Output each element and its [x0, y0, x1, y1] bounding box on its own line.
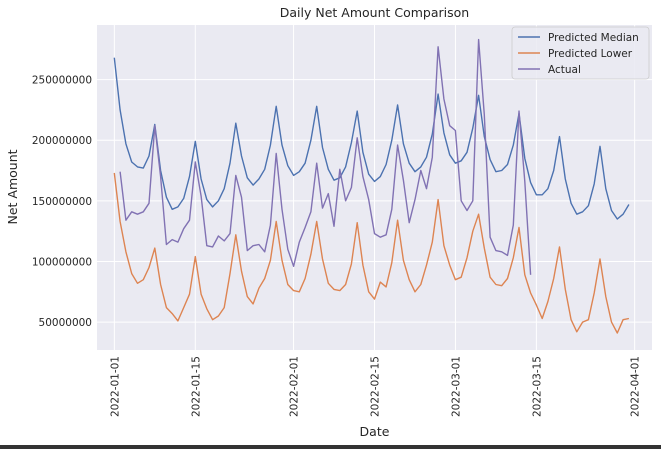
- y-axis-label: Net Amount: [5, 149, 20, 224]
- x-axis-label: Date: [360, 424, 390, 439]
- x-tick-label: 2022-04-01: [630, 356, 642, 417]
- series-line: [113, 57, 630, 220]
- y-tick-label: 150000000: [32, 196, 92, 208]
- chart-title: Daily Net Amount Comparison: [280, 5, 469, 20]
- window-bottom-border: [0, 445, 661, 449]
- series-line: [119, 38, 532, 275]
- y-tick-label: 50000000: [39, 317, 92, 329]
- legend: Predicted Median Predicted Lower Actual: [511, 26, 650, 80]
- x-tick-label: 2022-03-01: [450, 356, 462, 417]
- y-tick-label: 100000000: [32, 256, 92, 268]
- x-tick-label: 2022-02-01: [289, 356, 301, 417]
- series-line: [113, 172, 630, 334]
- series-lines: [113, 38, 630, 334]
- x-tick-label: 2022-03-15: [531, 356, 543, 417]
- legend-label: Predicted Median: [548, 32, 639, 44]
- x-tick-label: 2022-02-15: [370, 356, 382, 417]
- axis-tick-labels: 50000000 100000000 150000000 200000000 25000…: [32, 75, 642, 417]
- legend-label: Predicted Lower: [548, 48, 633, 60]
- legend-box: [511, 26, 650, 80]
- legend-label: Actual: [548, 64, 581, 76]
- x-tick-label: 2022-01-15: [190, 356, 202, 417]
- gridlines: [97, 25, 652, 350]
- y-tick-label: 200000000: [32, 135, 92, 147]
- y-tick-label: 250000000: [32, 75, 92, 87]
- x-tick-label: 2022-01-01: [109, 356, 121, 417]
